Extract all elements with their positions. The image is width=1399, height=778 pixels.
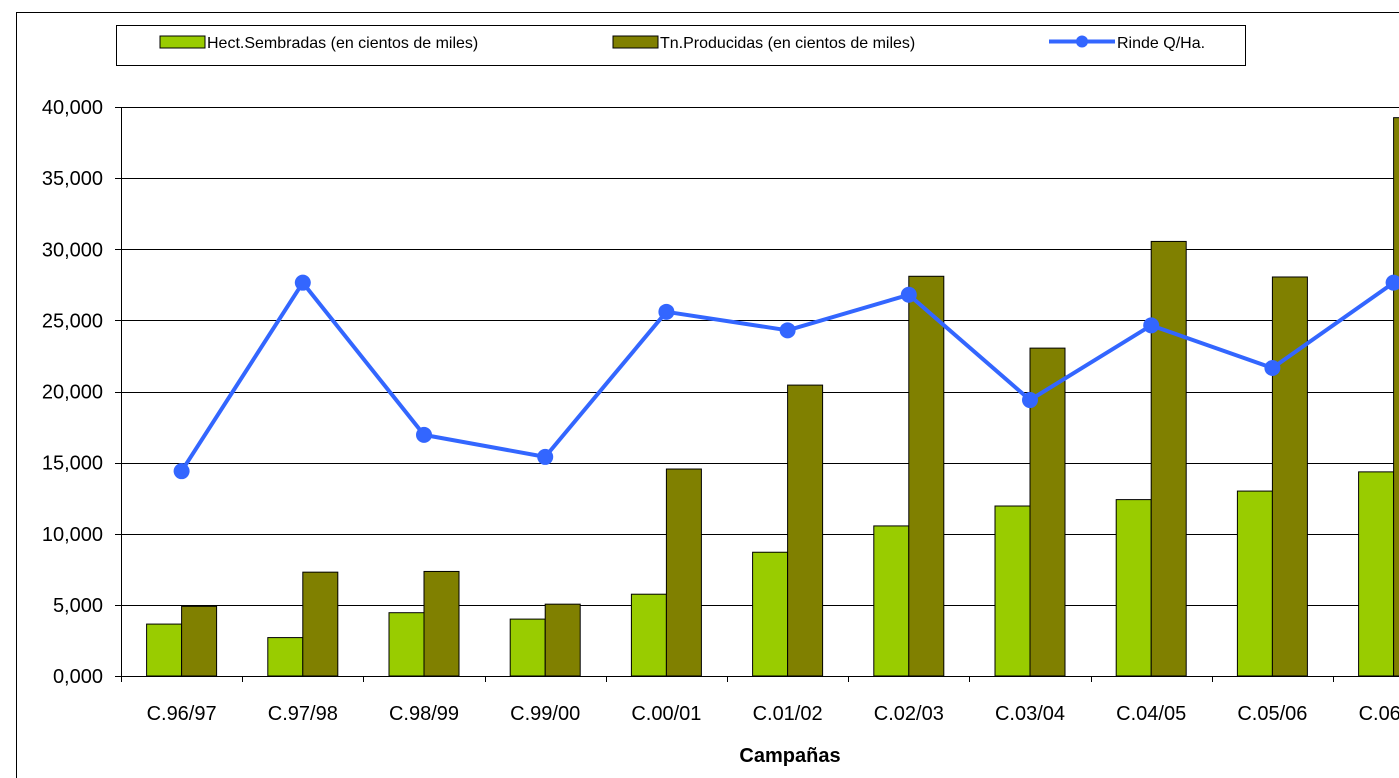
rinde-point-9 [1264, 360, 1281, 377]
bar-tn-0 [181, 605, 218, 677]
rinde-point-4 [658, 303, 675, 320]
axes [115, 107, 1399, 682]
rinde-point-6 [900, 286, 917, 303]
bar-tn-4 [665, 468, 702, 677]
bar-hect-0 [146, 623, 183, 677]
x-tick-label-3: C.99/00 [510, 703, 580, 725]
bar-tn-10 [1393, 117, 1399, 677]
x-tick-label-6: C.02/03 [874, 703, 944, 725]
legend: Hect.Sembradas (en cientos de miles) Tn.… [116, 25, 1246, 66]
bar-hect-2 [388, 612, 425, 677]
x-tick-label-7: C.03/04 [995, 703, 1065, 725]
bar-tn-2 [423, 570, 460, 677]
x-axis-tick-labels: C.96/97 C.97/98 C.98/99 C.99/00 C.00/01 C.01/… [147, 703, 1399, 725]
bar-hect-3 [509, 618, 546, 677]
rinde-point-7 [1022, 392, 1038, 409]
rinde-point-5 [779, 322, 796, 339]
y-axis-tick-labels: 0,000 5,000 10,000 15,000 20,000 25,000 30,000… [42, 97, 103, 688]
y-tick-label-3: 15,000 [42, 453, 103, 475]
bar-hect-7 [994, 505, 1031, 677]
bar-tn-5 [787, 384, 824, 677]
y-tick-label-6: 30,000 [42, 239, 103, 261]
bar-tn-1 [302, 571, 339, 677]
rinde-point-3 [537, 448, 554, 465]
legend-rinde-label: Rinde Q/Ha. [1117, 35, 1205, 52]
bars [146, 117, 1399, 677]
bar-hect-9 [1236, 490, 1273, 677]
bar-hect-4 [630, 593, 667, 677]
bar-hect-10 [1358, 471, 1395, 677]
x-tick-label-5: C.01/02 [753, 703, 823, 725]
x-tick-label-2: C.98/99 [389, 703, 459, 725]
x-tick-label-8: C.04/05 [1116, 703, 1186, 725]
legend-tn-label: Tn.Producidas (en cientos de miles) [660, 35, 915, 52]
x-axis-title: Campañas [739, 745, 840, 767]
x-tick-label-9: C.05/06 [1237, 703, 1307, 725]
y-tick-label-0: 0,000 [53, 666, 103, 688]
rinde-point-2 [416, 426, 432, 443]
bar-hect-6 [873, 525, 910, 677]
x-tick-label-1: C.97/98 [268, 703, 338, 725]
x-tick-label-4: C.00/01 [631, 703, 701, 725]
y-tick-label-2: 10,000 [42, 524, 103, 546]
bar-hect-1 [267, 637, 304, 677]
y-tick-label-5: 25,000 [42, 310, 103, 332]
legend-hect-label: Hect.Sembradas (en cientos de miles) [207, 35, 478, 52]
bar-tn-8 [1150, 240, 1187, 677]
legend-box [116, 25, 1246, 66]
y-tick-label-8: 40,000 [42, 97, 103, 119]
x-tick-label-10: C.06/07 [1359, 703, 1399, 725]
y-tick-label-7: 35,000 [42, 168, 103, 190]
x-tick-label-0: C.96/97 [147, 703, 217, 725]
rinde-point-8 [1143, 317, 1160, 334]
y-tick-label-1: 5,000 [53, 595, 103, 617]
legend-hect-swatch [159, 35, 206, 49]
rinde-point-1 [294, 274, 311, 291]
bar-tn-6 [908, 275, 945, 677]
y-tick-label-4: 20,000 [42, 382, 103, 404]
rinde-line-series [173, 274, 1399, 480]
bar-hect-5 [752, 551, 789, 677]
rinde-point-10 [1385, 274, 1399, 291]
bar-tn-9 [1271, 276, 1308, 677]
rinde-point-0 [173, 463, 190, 480]
legend-rinde-marker [1076, 35, 1088, 48]
bar-tn-3 [544, 603, 581, 677]
legend-tn-swatch [612, 35, 659, 49]
bar-hect-8 [1115, 499, 1152, 677]
